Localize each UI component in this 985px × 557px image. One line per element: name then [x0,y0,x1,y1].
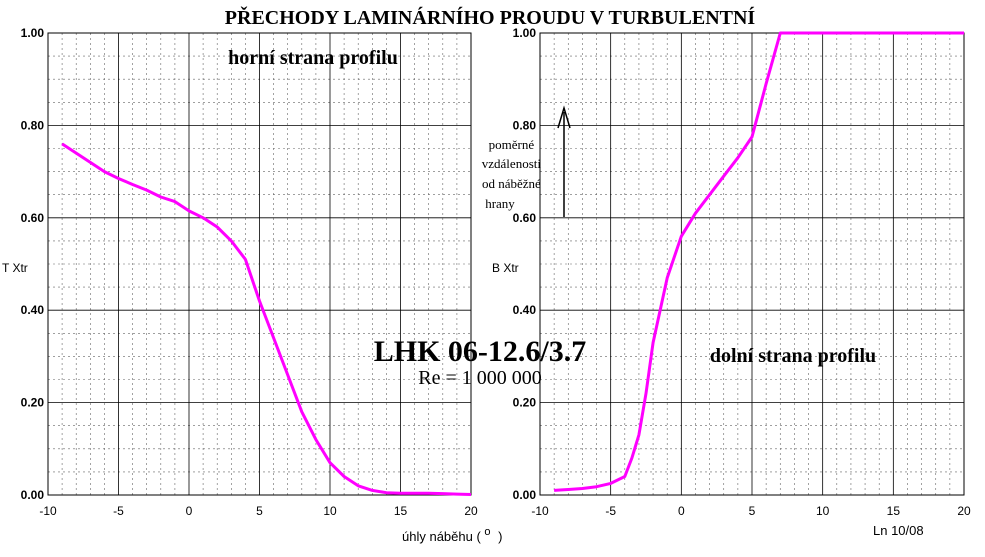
degree-unit: o [484,526,490,538]
x-axis-label-text: úhly náběhu ( [402,529,481,544]
arrow-caption-line: hrany [485,196,515,211]
y-tick-label: 0.60 [21,211,45,225]
left-y-tick-labels: 0.00 0.20 0.40 0.60 0.80 1.00 [21,26,45,502]
right-x-tick-labels: -10 -5 0 5 10 15 20 [531,504,971,518]
reynolds-number: Re = 1 000 000 [418,367,542,389]
arrow-caption-line: poměrné [489,137,535,152]
credit-label: Ln 10/08 [873,523,924,538]
y-tick-label: 0.20 [513,396,537,410]
x-tick-label: 20 [957,504,971,518]
x-tick-label: 15 [394,504,408,518]
y-tick-label: 0.40 [513,303,537,317]
lower-surface-chart: 0.00 0.20 0.40 0.60 0.80 1.00 -10 -5 0 5 10 15 20 d… [492,26,971,518]
right-plot-frame [539,32,965,496]
y-tick-label: 0.20 [21,396,45,410]
x-tick-label: 15 [887,504,901,518]
up-arrow-icon [557,105,571,129]
y-tick-label: 0.00 [21,488,45,502]
y-tick-label: 0.80 [21,118,45,132]
airfoil-designation: LHK 06-12.6/3.7 [374,335,587,368]
relative-distance-annotation: poměrné vzdálenosti od náběžné hrany [482,105,571,217]
lower-surface-chart-title: dolní strana profilu [710,345,876,367]
arrow-caption-line: od náběžné [482,176,541,191]
y-tick-label: 0.40 [21,303,45,317]
x-tick-label: -5 [113,504,124,518]
left-x-tick-labels: -10 -5 0 5 10 15 20 [39,504,478,518]
left-y-axis-label: T Xtr [2,261,28,275]
arrow-caption-line: vzdálenosti [482,156,542,171]
x-tick-label: -5 [605,504,616,518]
x-tick-label: 0 [186,504,193,518]
x-tick-label: -10 [39,504,57,518]
left-plot-frame [47,32,472,496]
upper-surface-chart-title: horní strana profilu [228,47,398,69]
x-tick-label: 10 [323,504,337,518]
figure-title: PŘECHODY LAMINÁRNÍHO PROUDU V TURBULENTN… [225,5,756,29]
x-axis-label-close: ) [498,529,502,544]
right-y-tick-labels: 0.00 0.20 0.40 0.60 0.80 1.00 [513,26,537,502]
x-axis-label: úhly náběhu ( o ) [402,523,503,544]
y-tick-label: 1.00 [513,26,537,40]
y-tick-label: 0.80 [513,118,537,132]
x-tick-label: -10 [531,504,549,518]
x-tick-label: 5 [749,504,756,518]
y-tick-label: 1.00 [21,26,45,40]
arrow-caption: poměrné vzdálenosti od náběžné hrany [482,137,544,211]
right-y-axis-label: B Xtr [492,261,519,275]
upper-surface-series-line [61,142,472,496]
y-tick-label: 0.00 [513,488,537,502]
lower-surface-series-line [554,31,964,492]
x-tick-label: 5 [256,504,263,518]
y-tick-label: 0.60 [513,211,537,225]
x-tick-label: 20 [464,504,478,518]
x-tick-label: 0 [678,504,685,518]
x-tick-label: 10 [816,504,830,518]
upper-surface-chart: 0.00 0.20 0.40 0.60 0.80 1.00 -10 -5 0 5 10 15 20 h… [2,26,478,518]
